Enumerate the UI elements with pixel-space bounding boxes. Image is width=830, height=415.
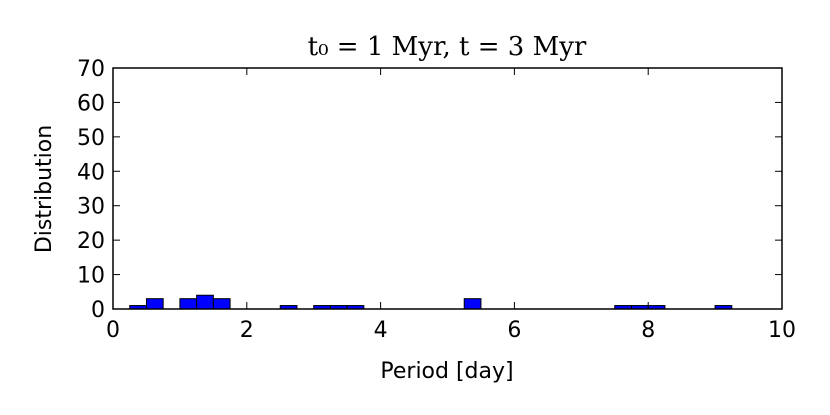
chart-title: t₀ = 1 Myr, t = 3 Myr [308,32,587,62]
y-tick-label: 40 [77,160,105,185]
y-axis-label: Distribution [32,125,57,253]
x-axis-label: Period [day] [380,359,513,384]
x-tick-label: 6 [507,318,521,343]
y-tick-label: 10 [77,264,105,289]
bar [179,298,198,310]
bar [145,298,164,310]
y-tick-label: 30 [77,195,105,220]
x-tick-label: 2 [240,318,254,343]
bar [212,298,231,310]
x-tick-label: 10 [768,318,796,343]
y-tick-label: 50 [77,126,105,151]
y-tick-label: 60 [77,91,105,116]
y-tick-label: 0 [91,298,105,323]
bar [196,294,214,310]
bar [463,298,482,310]
x-tick-label: 4 [374,318,388,343]
x-tick-label: 0 [106,318,120,343]
x-tick-label: 8 [641,318,655,343]
y-tick-label: 20 [77,229,105,254]
plot-frame [112,67,783,310]
y-tick-label: 70 [77,57,105,82]
